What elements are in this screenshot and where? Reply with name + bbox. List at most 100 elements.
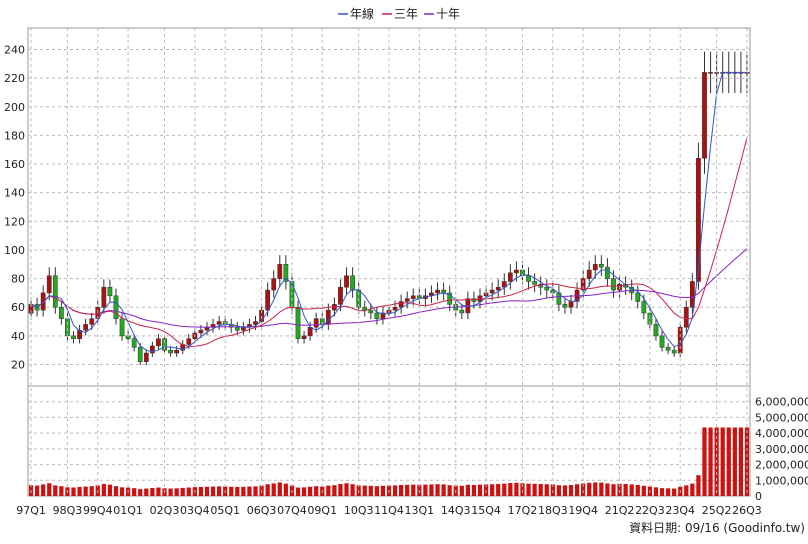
candle [507,264,513,290]
candle-body [526,275,531,282]
volume-bar [101,484,106,496]
candle [46,267,52,301]
x-tick-label: 23Q4 [665,504,695,517]
volume-bar [684,485,689,496]
candle-body [586,269,592,279]
candle-body [362,306,368,311]
candle [489,282,495,301]
x-tick-label: 22Q3 [635,504,665,517]
candle [283,255,289,290]
candle-body [374,312,380,319]
volume-bar [295,487,301,496]
candle [277,255,283,287]
candle [592,255,598,279]
volume-bar [229,486,234,496]
legend-label: 三年 [394,7,418,21]
price-tick-label: 180 [4,129,25,142]
ma-line-1y [30,71,747,353]
candle [683,300,689,333]
candle-body [77,329,82,339]
candle [702,51,707,174]
candle [665,343,671,355]
candle [162,334,167,355]
volume-bar [459,485,464,496]
candle [708,51,713,94]
x-tick-label: 15Q4 [471,504,501,517]
candle-body [174,349,180,354]
volume-bar [180,487,185,496]
candle [89,312,95,330]
candle-body [253,321,258,325]
volume-bar [174,488,179,496]
candle [501,273,507,295]
candle [216,315,222,330]
volume-bar [308,486,313,496]
candle-body [52,275,58,308]
volume-bar [168,488,173,496]
x-tick-label: 07Q4 [277,504,307,517]
candle-body [380,312,386,319]
volume-bar [435,484,440,496]
candle-body [665,347,671,351]
x-tick-label: 09Q1 [307,504,337,517]
volume-bar [47,483,52,496]
candle-body [307,327,313,337]
volume-bar [77,486,82,496]
volume-bar [544,484,549,496]
volume-bar [611,484,616,496]
candle [131,334,137,352]
candle [410,288,416,306]
candle [168,346,173,357]
candle [635,285,641,309]
volume-bar [34,485,40,496]
volume-bar [471,485,477,496]
volume-bar [247,486,252,496]
candle-body [404,298,410,302]
volume-bar [423,484,428,496]
volume-bar [411,484,416,496]
volume-bar [690,483,695,496]
candle-body [40,292,46,311]
candle-body [137,347,143,362]
volume-bar [241,486,246,496]
data-source-label: 資料日期: 09/16 (Goodinfo.tw) [629,521,805,535]
volume-bar [496,484,501,496]
candle-body [495,286,501,291]
volume-bar [556,485,562,496]
volume-bar [344,483,349,496]
volume-bar [283,483,288,496]
volume-bar [508,483,513,496]
volume-bar [338,484,343,496]
volume-bar [538,484,543,496]
volume-bar [526,483,531,496]
candle-body [641,301,647,314]
candle-body [350,275,355,291]
volume-bar [635,485,640,496]
x-tick-label: 17Q2 [508,504,538,517]
volume-bar [235,486,240,496]
candle [392,300,398,317]
candle-body [216,321,222,325]
candle-body [101,286,107,308]
candle-body [295,306,301,339]
candle-body [544,286,550,291]
price-tick-label: 240 [4,43,25,56]
candle-body [113,295,119,319]
price-tick-label: 60 [11,301,25,314]
volume-bar [326,485,331,496]
volume-bar [399,485,404,496]
candle [295,300,301,344]
volume-bar [301,487,307,496]
candle-body [198,329,204,334]
volume-bar [107,484,113,496]
volume-bar [720,427,725,496]
candle [653,318,659,341]
volume-bar [532,483,537,496]
x-tick-label: 11Q4 [374,504,404,517]
candle [459,303,465,320]
volume-bar [150,488,155,496]
candle-body [532,281,537,285]
volume-bar [623,484,628,496]
candle-body [671,349,677,354]
